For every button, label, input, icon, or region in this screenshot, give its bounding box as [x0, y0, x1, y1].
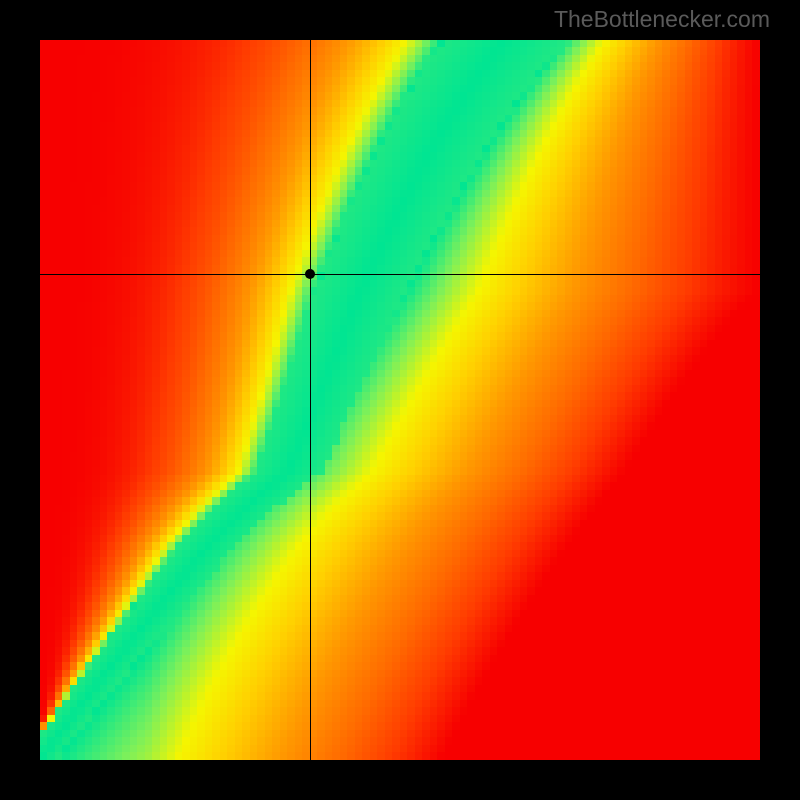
watermark-text: TheBottlenecker.com [554, 6, 770, 33]
chart-container: TheBottlenecker.com [0, 0, 800, 800]
plot-area [40, 40, 760, 760]
heatmap-canvas [40, 40, 760, 760]
